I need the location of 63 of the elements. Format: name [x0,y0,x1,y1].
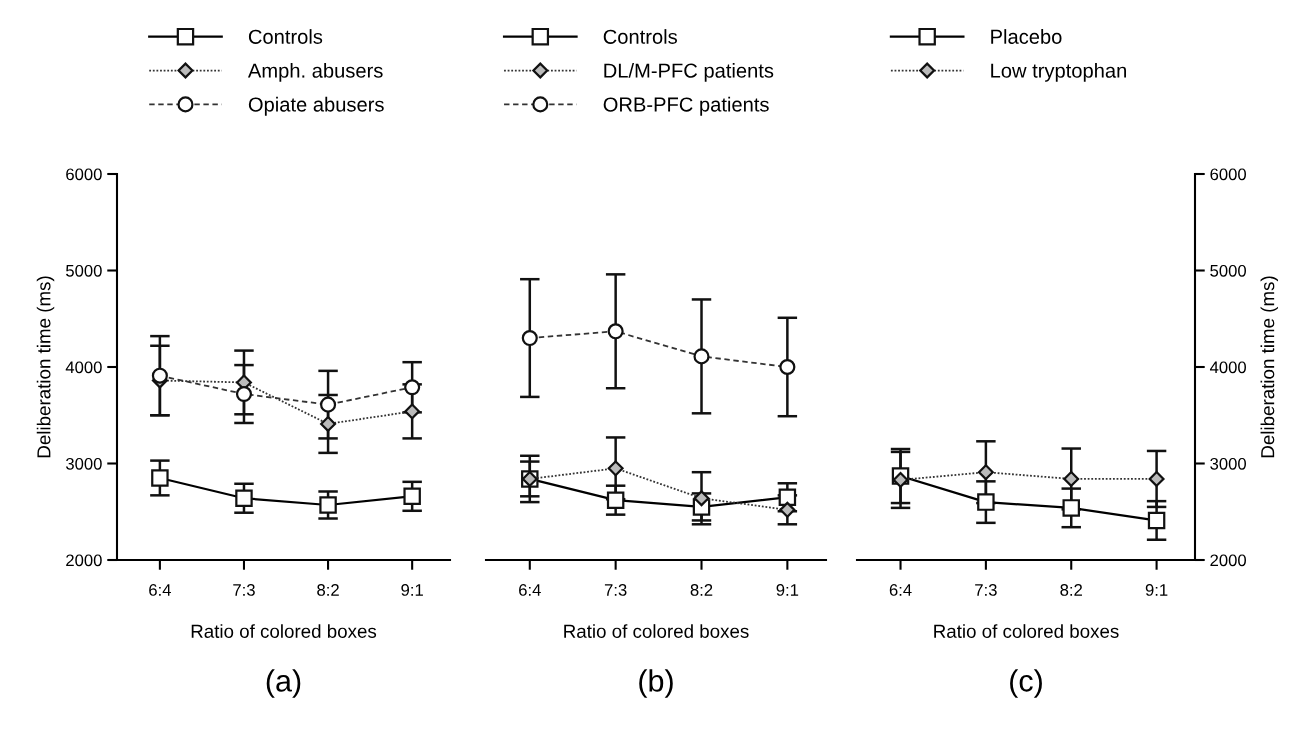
point [235,489,253,507]
point [693,348,710,365]
x-tick-label: 7:3 [604,584,627,596]
point [1147,511,1166,530]
x-tick-label: 9:1 [776,584,799,596]
legend-label: Controls [603,29,677,44]
y-axis-title: Deliberation time (ms) [36,276,55,458]
point [235,385,253,403]
y-tick-label: 5000 [66,264,102,277]
point [1148,470,1165,487]
x-tick-label: 9:1 [1145,584,1168,596]
legend-label: Controls [248,29,323,44]
x-axis-title: Ratio of colored boxes [934,624,1119,638]
y2-tick-label: 5000 [1210,264,1247,277]
point [1063,470,1080,487]
legend-label: Opiate abusers [248,96,384,116]
point [607,323,624,340]
point [404,403,421,420]
text: (c) [1010,669,1042,698]
point [151,367,168,384]
point [607,460,624,477]
x-tick-label: 6:4 [519,584,541,596]
point [1062,499,1080,517]
x-tick-label: 9:1 [401,584,423,596]
point [977,464,994,481]
point [779,501,796,518]
point [403,487,421,506]
legend-label: Placebo [991,29,1062,44]
x-tick-label: 6:4 [889,584,912,596]
point [892,471,909,488]
x-tick-label: 7:3 [975,584,997,596]
point [320,415,337,432]
x-tick-label: 8:2 [317,584,339,596]
y-tick-label: 4000 [65,361,102,374]
point [521,330,538,347]
x-tick-label: 8:2 [1060,584,1082,596]
x-axis-title: Ratio of colored boxes [564,624,749,638]
legend-label: Low tryptophan [991,62,1126,82]
y2-tick-label: 6000 [1210,168,1247,181]
text: (b) [639,669,673,698]
legend-label: Amph. abusers [247,62,383,82]
x-axis-title: Ratio of colored boxes [191,624,377,638]
y2-tick-label: 2000 [1210,554,1247,567]
point [320,396,337,413]
point [606,491,625,509]
point [319,496,337,514]
point [404,379,421,396]
y-tick-label: 3000 [65,457,102,470]
point [151,469,169,487]
legend-label: ORB-PFC patients [603,96,769,116]
x-tick-label: 6:4 [149,584,171,596]
y-tick-label: 2000 [66,554,102,567]
x-tick-label: 8:2 [690,584,713,596]
text: (a) [266,669,301,698]
legend-label: DL/M-PFC patients [604,62,774,82]
y2-tick-label: 3000 [1210,457,1247,470]
y-tick-label: 6000 [66,168,102,181]
y2-tick-label: 4000 [1209,361,1247,374]
point [693,490,710,507]
y2-axis-title: Deliberation time (ms) [1260,276,1279,458]
point [977,493,995,511]
x-tick-label: 7:3 [233,584,255,596]
point [779,358,796,376]
